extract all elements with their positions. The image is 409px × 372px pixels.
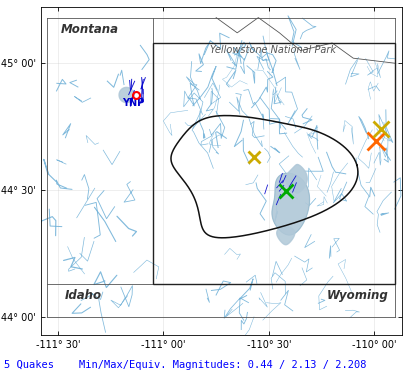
Text: 5 Quakes    Min/Max/Equiv. Magnitudes: 0.44 / 2.13 / 2.208: 5 Quakes Min/Max/Equiv. Magnitudes: 0.44… (4, 360, 366, 370)
Text: Yellowstone National Park: Yellowstone National Park (209, 45, 335, 55)
Text: Idaho: Idaho (65, 289, 101, 302)
Bar (153, 43, 395, 284)
Polygon shape (272, 173, 309, 235)
Polygon shape (276, 227, 294, 245)
Text: Wyoming: Wyoming (326, 289, 387, 302)
Text: Montana: Montana (61, 23, 118, 36)
Text: YNP: YNP (121, 97, 144, 108)
Polygon shape (285, 164, 306, 193)
Polygon shape (119, 87, 133, 103)
